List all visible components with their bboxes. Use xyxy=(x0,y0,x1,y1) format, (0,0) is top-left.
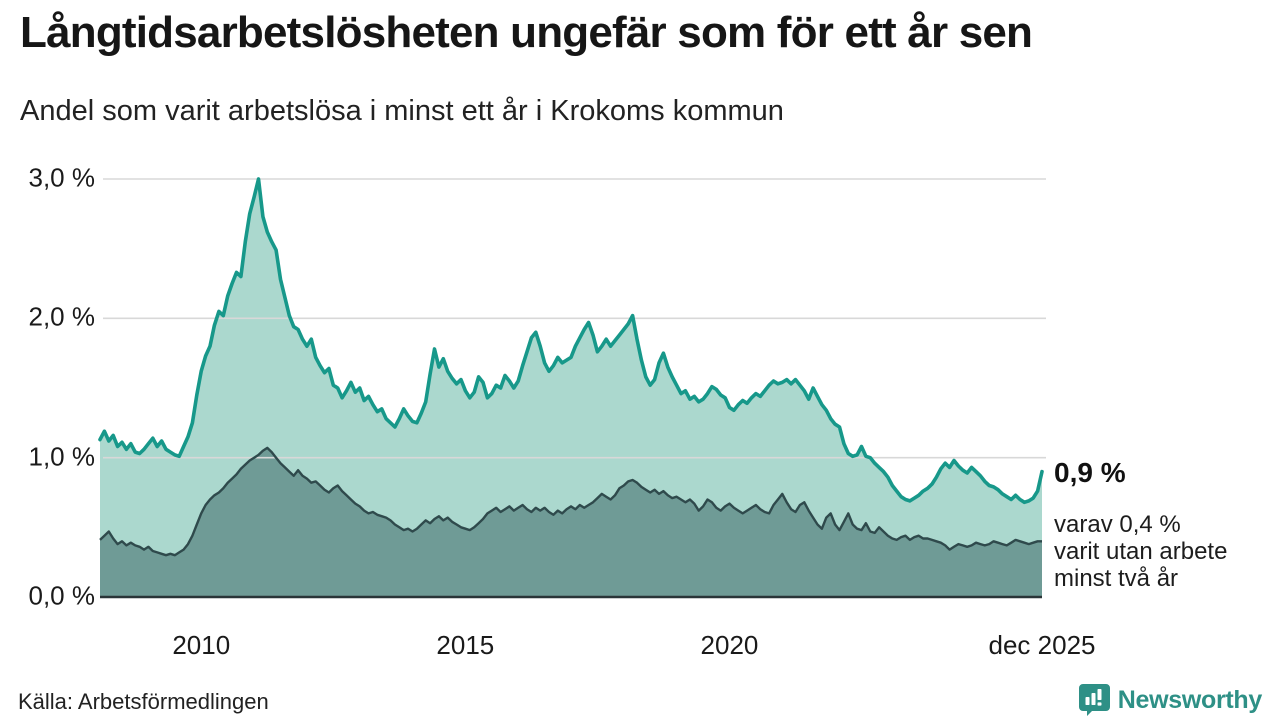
page-subtitle: Andel som varit arbetslösa i minst ett å… xyxy=(20,95,784,127)
detail-line: varit utan arbete xyxy=(1054,538,1228,565)
x-axis-tick: dec 2025 xyxy=(988,630,1096,660)
source-credit: Källa: Arbetsförmedlingen xyxy=(18,689,269,714)
x-axis-tick: 2010 xyxy=(172,630,231,660)
latest-value-label: 0,9 % xyxy=(1054,457,1126,488)
x-axis-tick: 2020 xyxy=(700,630,759,660)
detail-line: varav 0,4 % xyxy=(1054,511,1181,538)
y-axis-tick: 0,0 % xyxy=(28,580,96,611)
latest-value-detail: varav 0,4 % varit utan arbete minst två … xyxy=(1054,511,1227,592)
line-minst-ett-ar xyxy=(98,177,1044,505)
newsworthy-logo-text: Newsworthy xyxy=(1117,685,1263,714)
y-axis-tick: 2,0 % xyxy=(28,301,96,332)
newsworthy-logo: Newsworthy xyxy=(1078,684,1263,716)
newsworthy-icon xyxy=(1078,684,1110,716)
area-minst-tva-ar xyxy=(100,447,1042,597)
page-title: Långtidsarbetslösheten ungefär som för e… xyxy=(20,8,1033,57)
detail-line: minst två år xyxy=(1054,565,1179,592)
y-axis-tick: 3,0 % xyxy=(28,162,96,193)
line-minst-tva-ar xyxy=(99,446,1042,557)
x-axis-tick: 2015 xyxy=(436,630,495,660)
y-axis-tick: 1,0 % xyxy=(28,440,96,471)
